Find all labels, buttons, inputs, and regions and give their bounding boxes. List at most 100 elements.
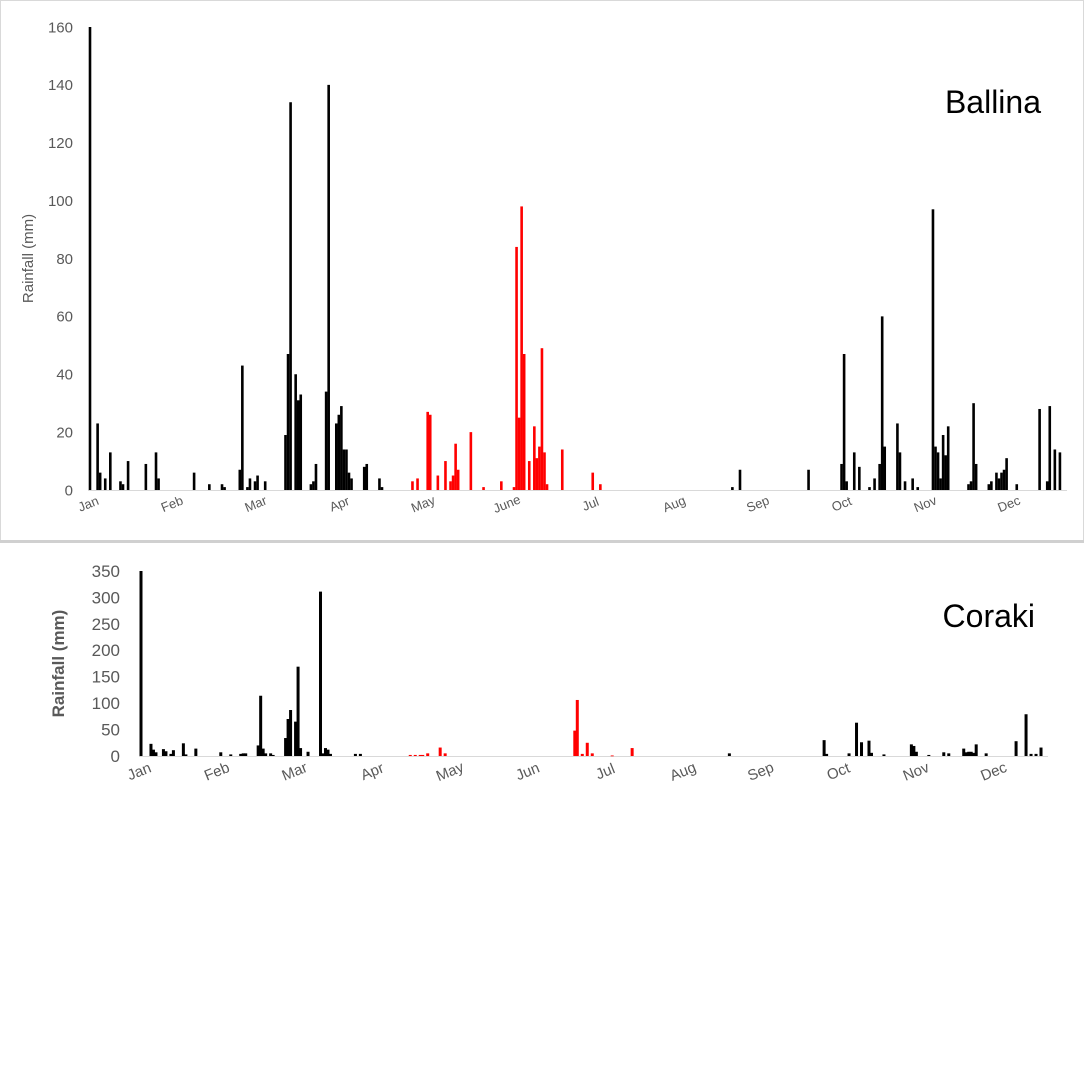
rainfall-bar — [96, 423, 99, 490]
rainfall-bar — [1048, 406, 1052, 490]
rainfall-bar — [909, 744, 913, 756]
rainfall-bar — [334, 423, 338, 490]
month-tick-label: Jul — [593, 760, 617, 783]
month-tick-label: May — [409, 492, 438, 515]
rainfall-bar — [444, 461, 447, 490]
rainfall-bar — [253, 481, 257, 490]
station-title: Ballina — [945, 84, 1041, 120]
rainfall-bar — [580, 753, 584, 756]
month-tick-label: Feb — [159, 493, 185, 515]
rainfall-bar — [1038, 408, 1041, 490]
rainfall-bar — [984, 753, 988, 756]
rainfall-bar — [88, 27, 92, 490]
rainfall-bar — [443, 753, 447, 756]
rainfall-bar — [171, 750, 175, 756]
rainfall-bar — [880, 316, 884, 490]
month-tick-label: Apr — [358, 760, 386, 785]
rainfall-bar — [522, 353, 526, 490]
rainfall-bar — [246, 487, 249, 490]
rainfall-bar — [126, 461, 130, 490]
rainfall-bar — [323, 748, 327, 756]
rainfall-bar — [418, 754, 422, 756]
rainfall-bar — [192, 472, 196, 490]
month-tick-label: Jul — [580, 494, 601, 514]
month-tick-label: Aug — [661, 493, 688, 516]
rainfall-bar — [1029, 753, 1033, 756]
rainfall-bar — [860, 742, 864, 756]
rainfall-bar — [947, 753, 951, 756]
rainfall-bar — [974, 463, 978, 490]
rainfall-bar — [436, 475, 440, 490]
rainfall-bar — [256, 745, 260, 756]
month-tick-label: Nov — [912, 492, 940, 515]
rainfall-bar — [540, 348, 544, 490]
rainfall-bar — [157, 478, 160, 490]
rainfall-bar — [259, 695, 263, 756]
rainfall-bar — [416, 478, 419, 490]
y-tick-label: 100 — [92, 694, 120, 713]
rainfall-bar — [271, 754, 275, 756]
rainfall-bar — [337, 414, 341, 490]
rainfall-bar — [350, 478, 353, 490]
rainfall-bar — [229, 754, 233, 756]
rainfall-bar — [610, 755, 614, 757]
rainfall-bar — [312, 481, 315, 490]
rainfall-bar — [939, 478, 942, 490]
ballina-rainfall-chart: 0 20 40 60 80 100 120 140 160 Rainfall (mm) Jan Feb… — [20, 19, 1067, 516]
rainfall-bar — [319, 591, 323, 756]
rainfall-bar — [883, 446, 887, 490]
rainfall-bar — [852, 452, 856, 490]
rainfall-bar — [426, 753, 430, 756]
rainfall-bar — [727, 753, 731, 756]
rainfall-bar — [151, 749, 155, 756]
month-tick-label: Apr — [327, 493, 352, 515]
month-tick-label: Sep — [745, 759, 776, 785]
rainfall-bar — [585, 742, 589, 756]
rainfall-bar — [974, 744, 978, 756]
rainfall-bar — [482, 487, 485, 490]
rainfall-bar — [289, 102, 292, 491]
month-tick-label: Nov — [901, 759, 933, 785]
rainfall-bar — [408, 754, 412, 756]
rainfall-bar — [426, 411, 429, 490]
rainfall-bar — [365, 463, 369, 490]
y-tick-label: 0 — [111, 747, 120, 766]
rainfall-bar — [591, 472, 595, 490]
y-axis-label: Rainfall (mm) — [49, 610, 68, 718]
rainfall-bar — [342, 449, 346, 490]
y-tick-label: 20 — [56, 424, 73, 441]
rainfall-bar — [326, 749, 330, 756]
rainfall-bar — [512, 487, 516, 490]
month-tick-label: Oct — [824, 759, 853, 784]
y-tick-label: 50 — [101, 721, 120, 740]
rainfall-bar — [997, 478, 1001, 490]
rainfall-bar — [840, 463, 843, 490]
ballina-chart-panel: 0 20 40 60 80 100 120 140 160 Rainfall (mm) Jan Feb… — [0, 0, 1084, 540]
month-tick-label: Oct — [829, 493, 854, 515]
rainfall-bar — [855, 722, 859, 756]
rainfall-bar — [296, 400, 300, 490]
rainfall-bar — [573, 730, 577, 756]
rainfall-bar — [469, 432, 473, 490]
rainfall-bar — [912, 745, 916, 756]
rainfall-bar — [1045, 481, 1049, 490]
rainfall-bar — [103, 478, 107, 490]
month-tick-label: Dec — [978, 759, 1010, 785]
rainfall-bar — [967, 484, 970, 490]
rainfall-bar — [239, 753, 243, 756]
rainfall-bar — [590, 753, 594, 756]
station-title: Coraki — [943, 598, 1035, 634]
rainfall-bar — [449, 481, 452, 490]
rainfall-bar — [306, 751, 310, 756]
y-tick-label: 200 — [92, 641, 120, 660]
rainfall-bar — [184, 754, 188, 756]
rainfall-bar — [867, 740, 871, 756]
coraki-chart-panel: 0 50 100 150 200 250 300 350 Rainfall (mm) Jan Feb… — [0, 540, 1084, 1068]
month-tick-label: Sep — [744, 493, 771, 516]
rainfall-bar — [500, 481, 503, 490]
rainfall-bar — [942, 752, 946, 756]
rainfall-bar — [515, 246, 518, 490]
rainfall-bar — [807, 469, 810, 490]
rainfall-bar — [154, 452, 158, 490]
rainfall-bar — [98, 472, 102, 490]
